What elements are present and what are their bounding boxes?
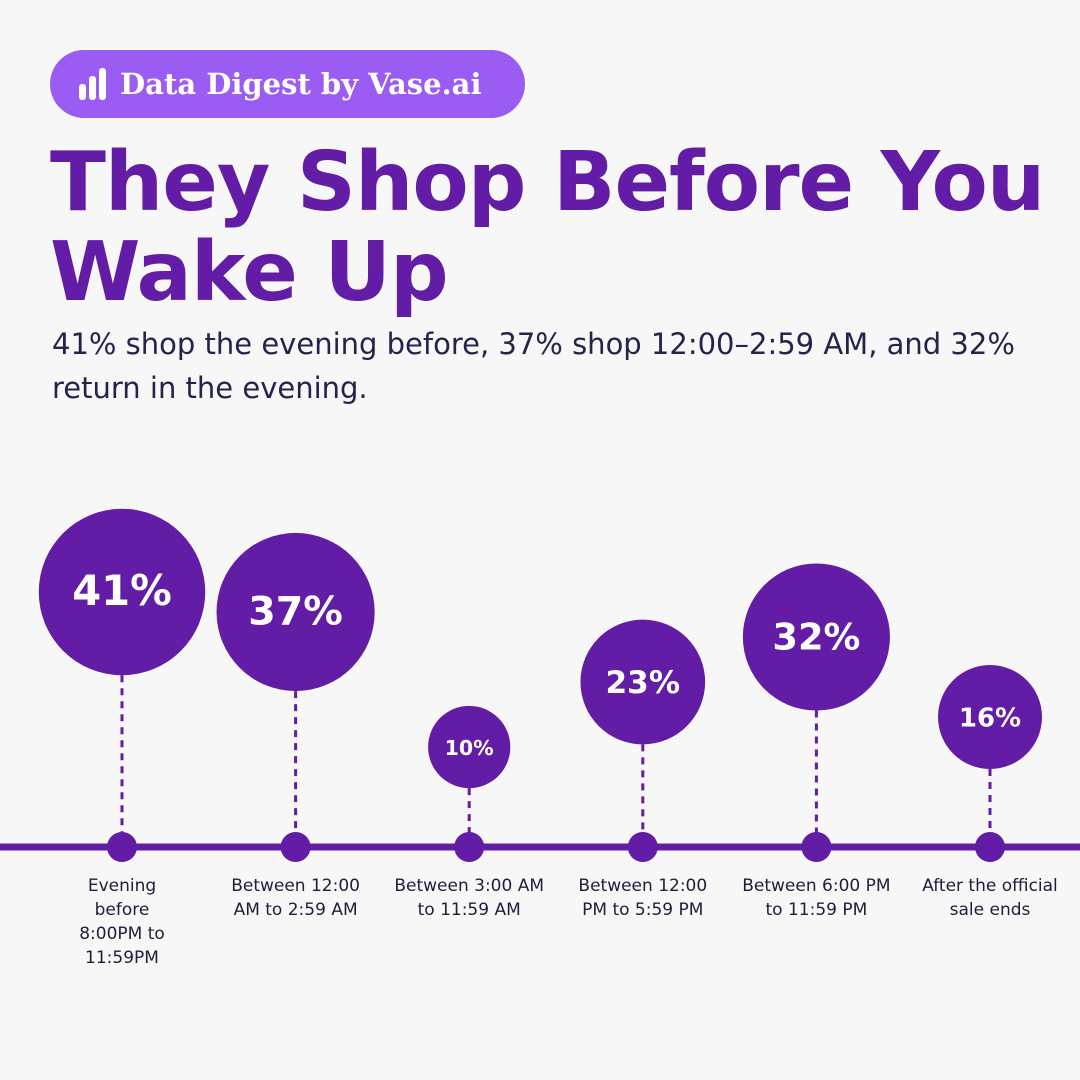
timeline-dot (627, 832, 658, 862)
value-label: 16% (959, 704, 1021, 734)
chart-title: They Shop Before You Wake Up (50, 135, 1045, 320)
brand-pill: Data Digest by Vase.ai (50, 50, 525, 118)
timeline-dot (280, 832, 311, 862)
category-label: Between 12:00 PM to 5:59 PM (578, 876, 708, 920)
bubble (742, 563, 890, 711)
timeline-dot (107, 832, 137, 862)
timeline-dot (801, 832, 832, 862)
category-label: After the official sale ends (922, 876, 1058, 920)
category-label: Evening before 8:00PM to 11:59PM (79, 876, 165, 968)
value-label: 32% (772, 616, 860, 659)
brand: Data Digest by Vase.ai (120, 67, 482, 101)
timeline-dot (975, 832, 1005, 862)
chart-subtitle: 41% shop the evening before, 37% shop 12… (52, 327, 1015, 405)
category-label: Between 6:00 PM to 11:59 PM (742, 876, 891, 920)
value-label: 23% (606, 665, 681, 701)
bubble (38, 508, 206, 676)
category-label: Between 3:00 AM to 11:59 AM (394, 876, 545, 920)
bubble (216, 532, 375, 692)
bubble (428, 705, 511, 789)
bubble (580, 619, 706, 745)
value-label: 41% (72, 566, 172, 615)
timeline-dot (454, 832, 485, 862)
bar-icon (79, 68, 106, 100)
bubble (938, 665, 1042, 769)
value-label: 37% (248, 589, 343, 635)
category-label: Between 12:00 AM to 2:59 AM (231, 876, 360, 920)
value-label: 10% (445, 736, 494, 760)
